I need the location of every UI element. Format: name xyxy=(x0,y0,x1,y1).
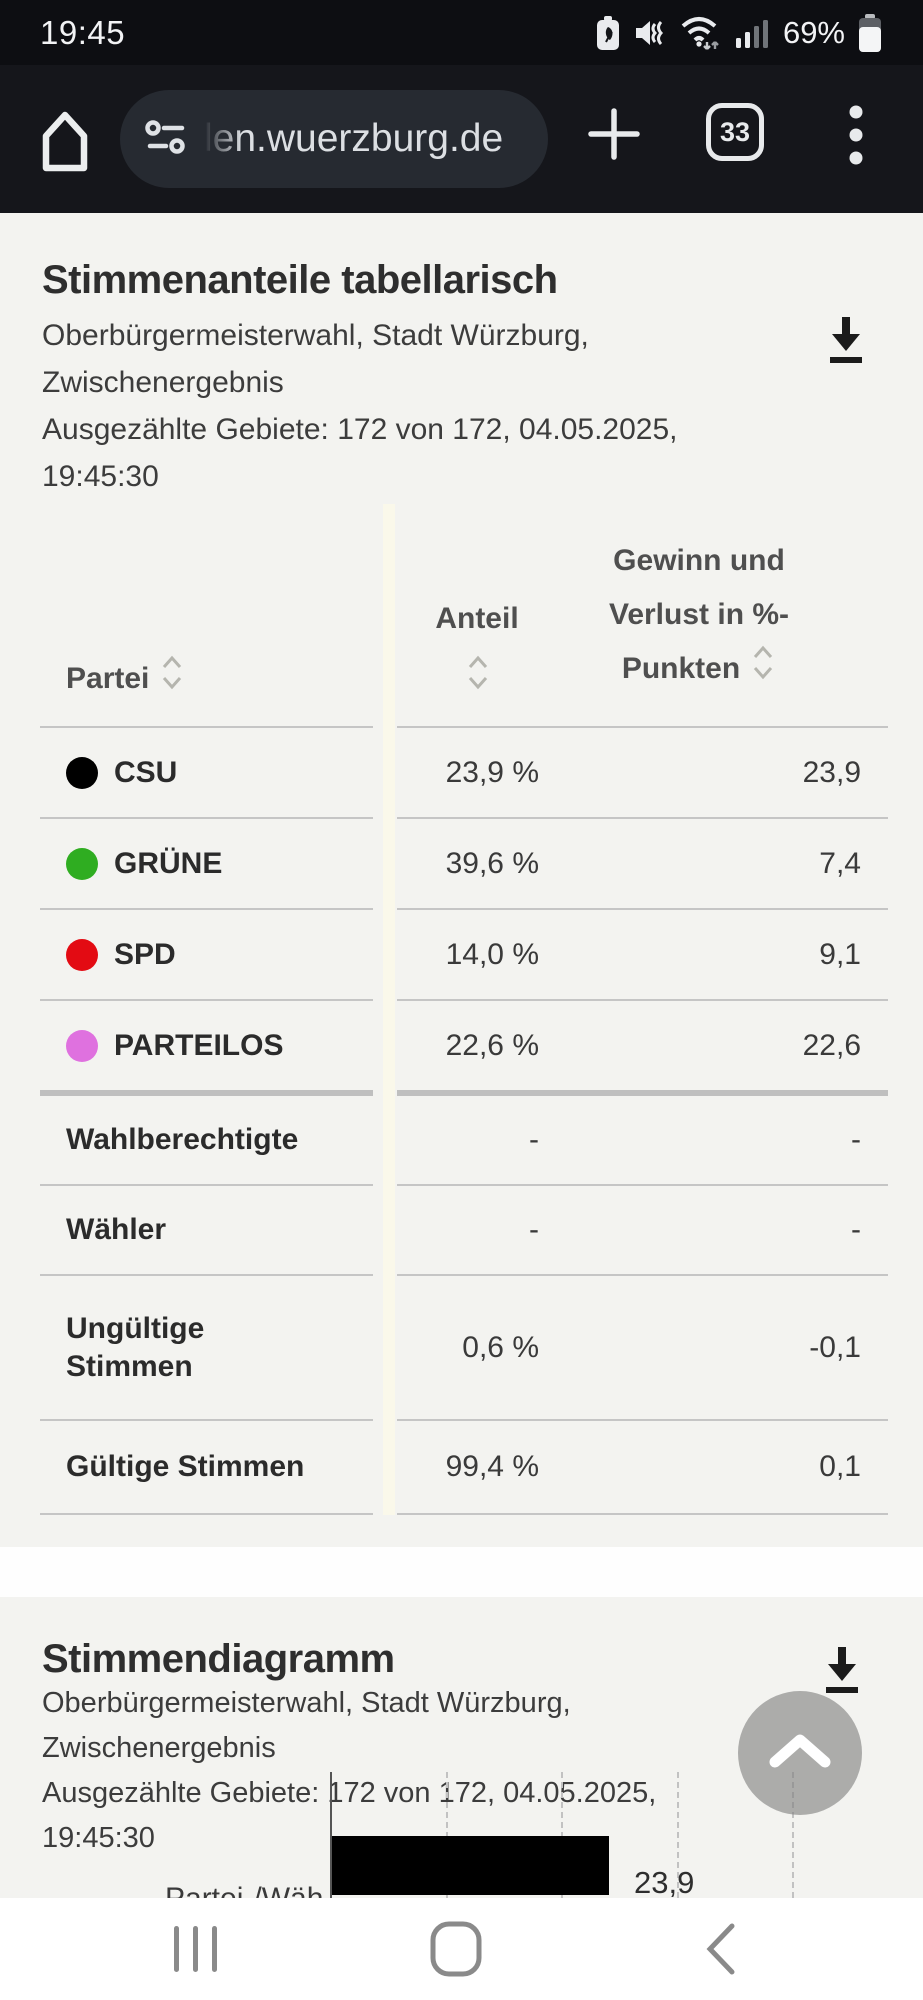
table-header-row: Partei Anteil Gewinn und Verlust in %-Pu… xyxy=(40,516,888,728)
gain-loss-value: 0,1 xyxy=(819,1450,861,1483)
share-value: - xyxy=(529,1123,539,1156)
table-row-csu: CSU 23,9 % 23,9 xyxy=(40,728,888,819)
share-value: 22,6 % xyxy=(445,1028,539,1062)
home-nav-button[interactable] xyxy=(430,1898,482,2000)
gain-loss-value: 9,1 xyxy=(819,937,861,971)
android-nav-bar xyxy=(0,1898,923,2000)
tab-count: 33 xyxy=(719,116,751,147)
gridline-20 xyxy=(561,1772,563,1898)
column-header-share[interactable]: Anteil xyxy=(397,602,557,728)
bar-chart: 23,9 xyxy=(0,1772,923,1898)
share-value: 39,6 % xyxy=(445,846,539,880)
sort-icon xyxy=(750,642,776,702)
table-subtitle-line2: Zwischenergebnis xyxy=(42,366,284,399)
share-value: - xyxy=(529,1213,539,1246)
battery-saver-icon xyxy=(595,14,621,52)
party-label: PARTEILOS xyxy=(114,1028,284,1062)
table-row-gruene: GRÜNE 39,6 % 7,4 xyxy=(40,819,888,910)
share-value: 23,9 % xyxy=(445,755,539,789)
chart-y-axis xyxy=(330,1772,332,1898)
vote-share-table-section: Stimmenanteile tabellarisch Oberbürgerme… xyxy=(0,213,923,1547)
clock: 19:45 xyxy=(40,13,126,51)
table-subtitle-line4: 19:45:30 xyxy=(42,460,159,493)
new-tab-button[interactable] xyxy=(583,103,645,170)
column-header-gain-loss[interactable]: Gewinn und Verlust in %-Punkten xyxy=(557,534,888,728)
sort-icon xyxy=(159,652,185,702)
status-bar: 19:45 69% xyxy=(0,0,923,65)
wifi-icon xyxy=(679,14,723,52)
table-row-gueltige: Gültige Stimmen 99,4 % 0,1 xyxy=(40,1421,888,1515)
share-value: 99,4 % xyxy=(445,1450,539,1483)
vibrate-mute-icon xyxy=(633,16,667,50)
party-label: GRÜNE xyxy=(114,846,223,880)
gain-loss-value: 22,6 xyxy=(802,1028,861,1062)
recents-button[interactable] xyxy=(172,1898,220,2000)
battery-percent: 69% xyxy=(782,14,845,50)
scroll-to-top-button[interactable] xyxy=(738,1691,862,1815)
table-row-ungueltige: Ungültige Stimmen 0,6 % -0,1 xyxy=(40,1276,888,1421)
gain-loss-value: 23,9 xyxy=(802,755,861,789)
column-header-party[interactable]: Partei xyxy=(40,652,373,728)
bar-value-label: 23,9 xyxy=(634,1865,695,1898)
row-label: Wähler xyxy=(66,1213,167,1246)
gridline-30 xyxy=(677,1772,679,1898)
gain-loss-value: 7,4 xyxy=(819,846,861,880)
row-label: Wahlberechtigte xyxy=(66,1123,299,1156)
party-color-dot xyxy=(66,756,98,789)
vote-chart-section: Stimmendiagramm Oberbürgermeisterwahl, S… xyxy=(0,1597,923,1898)
browser-menu-button[interactable] xyxy=(848,100,864,175)
results-table: Partei Anteil Gewinn und Verlust in %-Pu… xyxy=(40,504,888,1515)
party-label: SPD xyxy=(114,937,176,971)
party-color-dot xyxy=(66,1029,98,1062)
row-label: Gültige Stimmen xyxy=(66,1450,305,1483)
table-subtitle-line1: Oberbürgermeisterwahl, Stadt Würzburg, xyxy=(42,319,589,352)
tab-switcher-button[interactable]: 33 xyxy=(706,103,768,165)
url-bar[interactable]: len.wuerzburg.de xyxy=(120,90,548,188)
table-row-spd: SPD 14,0 % 9,1 xyxy=(40,910,888,1001)
browser-toolbar: len.wuerzburg.de 33 xyxy=(0,65,923,213)
bar-csu xyxy=(332,1836,609,1895)
section-gap xyxy=(0,1547,923,1597)
signal-icon xyxy=(735,16,771,50)
table-row-waehler: Wähler - - xyxy=(40,1186,888,1276)
tune-icon[interactable] xyxy=(144,115,188,164)
sort-icon xyxy=(465,652,489,702)
gain-loss-value: -0,1 xyxy=(809,1330,861,1364)
share-value: 0,6 % xyxy=(462,1330,539,1364)
download-icon xyxy=(818,1647,866,1705)
chart-axis-label-partial: Partei-/Wäh xyxy=(165,1882,323,1898)
gridline-40 xyxy=(792,1772,794,1898)
download-icon xyxy=(822,317,870,375)
gridline-10 xyxy=(446,1772,448,1898)
row-label: Ungültige Stimmen xyxy=(66,1311,205,1383)
chart-section-title: Stimmendiagramm xyxy=(42,1637,395,1681)
back-button[interactable] xyxy=(702,1898,738,2000)
gain-loss-value: - xyxy=(851,1213,861,1246)
battery-icon xyxy=(857,13,883,53)
chart-subtitle-line2: Ausgezählte Gebiete: 172 von 172, 04.05.… xyxy=(42,1777,657,1854)
home-button[interactable] xyxy=(34,98,96,183)
table-subtitle-line3: Ausgezählte Gebiete: 172 von 172, 04.05.… xyxy=(42,413,678,446)
chart-subtitle-line1: Oberbürgermeisterwahl, Stadt Würzburg, Z… xyxy=(42,1687,571,1764)
download-chart-button[interactable] xyxy=(818,1645,866,1706)
table-row-parteilos: PARTEILOS 22,6 % 22,6 xyxy=(40,1001,888,1096)
table-section-title: Stimmenanteile tabellarisch xyxy=(42,258,558,302)
party-color-dot xyxy=(66,938,98,971)
gain-loss-value: - xyxy=(851,1123,861,1156)
chevron-up-icon xyxy=(765,1729,835,1778)
table-row-wahlberechtigte: Wahlberechtigte - - xyxy=(40,1096,888,1186)
download-table-button[interactable] xyxy=(822,315,870,376)
column-divider xyxy=(383,504,395,1515)
party-color-dot xyxy=(66,847,98,880)
share-value: 14,0 % xyxy=(445,937,539,971)
url-text[interactable]: len.wuerzburg.de xyxy=(204,117,504,160)
party-label: CSU xyxy=(114,755,178,789)
